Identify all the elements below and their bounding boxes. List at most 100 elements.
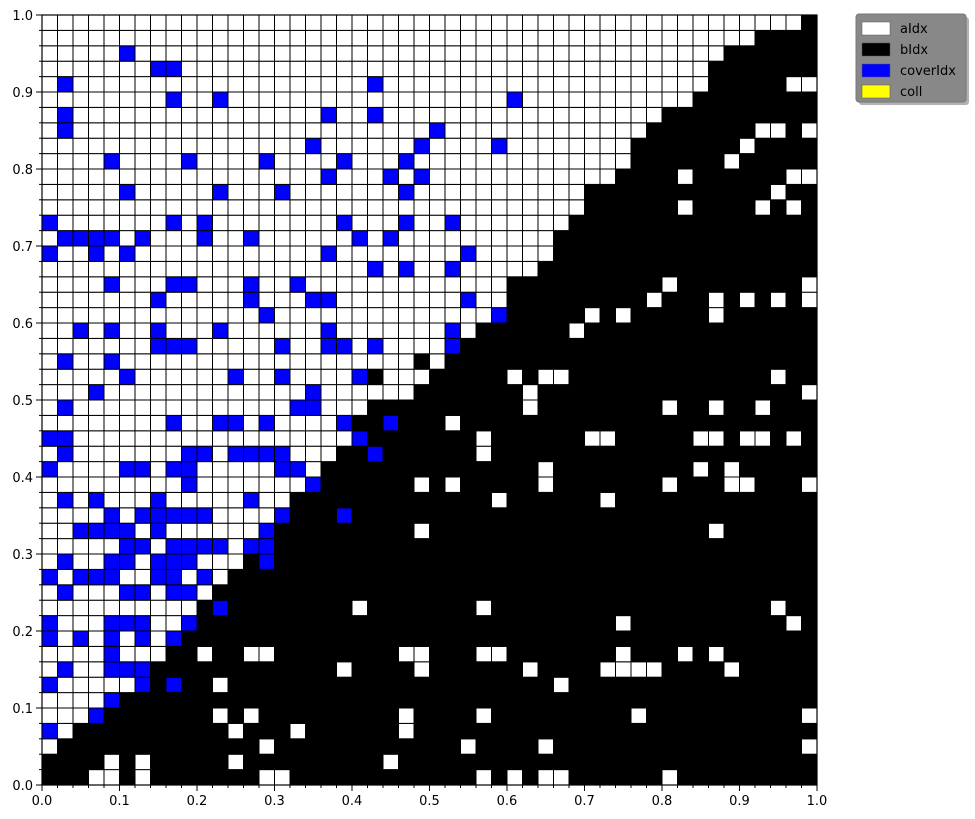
cell-bIdx	[491, 630, 508, 647]
cell-bIdx	[754, 553, 771, 570]
cell-aIdx	[537, 461, 554, 478]
cell-bIdx	[615, 599, 632, 617]
cell-bIdx	[692, 661, 709, 678]
cell-bIdx	[739, 676, 756, 694]
cell-bIdx	[708, 568, 725, 586]
cell-coverIdx	[181, 445, 198, 463]
cell-coverIdx	[243, 230, 260, 247]
cell-bIdx	[708, 538, 725, 555]
cell-aIdx	[351, 14, 368, 31]
cell-aIdx	[413, 122, 430, 139]
cell-aIdx	[165, 183, 182, 201]
cell-bIdx	[320, 676, 337, 694]
cell-bIdx	[754, 245, 771, 262]
cell-coverIdx	[367, 260, 384, 278]
cell-aIdx	[305, 214, 322, 232]
cell-bIdx	[460, 491, 477, 509]
cell-aIdx	[444, 291, 461, 309]
cell-bIdx	[584, 183, 601, 201]
cell-bIdx	[568, 276, 585, 293]
cell-bIdx	[661, 753, 678, 771]
cell-coverIdx	[258, 307, 275, 324]
cell-bIdx	[754, 615, 771, 632]
cell-aIdx	[336, 322, 353, 339]
cell-aIdx	[305, 461, 322, 478]
cell-bIdx	[506, 584, 523, 601]
cell-bIdx	[692, 399, 709, 416]
cell-aIdx	[258, 76, 275, 93]
cell-bIdx	[553, 414, 570, 432]
cell-bIdx	[661, 153, 678, 170]
cell-aIdx	[165, 307, 182, 324]
cell-bIdx	[72, 722, 89, 740]
cell-aIdx	[134, 307, 151, 324]
cell-coverIdx	[103, 692, 120, 709]
cell-bIdx	[692, 522, 709, 540]
cell-aIdx	[584, 168, 601, 185]
cell-bIdx	[553, 337, 570, 355]
cell-bIdx	[289, 738, 306, 755]
cell-aIdx	[274, 91, 291, 108]
cell-bIdx	[475, 322, 492, 339]
cell-aIdx	[258, 260, 275, 278]
cell-bIdx	[630, 599, 647, 617]
cell-bIdx	[413, 692, 430, 709]
cell-aIdx	[227, 291, 244, 309]
cell-bIdx	[351, 538, 368, 555]
cell-coverIdx	[57, 399, 74, 416]
cell-bIdx	[646, 384, 663, 401]
cell-bIdx	[739, 553, 756, 570]
cell-bIdx	[413, 584, 430, 601]
cell-aIdx	[227, 522, 244, 540]
cell-bIdx	[429, 645, 446, 663]
cell-coverIdx	[320, 337, 337, 355]
cell-bIdx	[801, 769, 818, 786]
cell-aIdx	[150, 29, 167, 47]
cell-coverIdx	[181, 476, 198, 493]
cell-aIdx	[336, 183, 353, 201]
cell-aIdx	[692, 29, 709, 47]
cell-aIdx	[227, 29, 244, 47]
cell-coverIdx	[165, 461, 182, 478]
cell-aIdx	[212, 106, 229, 124]
cell-bIdx	[537, 414, 554, 432]
cell-bIdx	[801, 630, 818, 647]
cell-bIdx	[723, 322, 740, 339]
cell-aIdx	[692, 430, 709, 447]
cell-aIdx	[88, 599, 105, 617]
cell-coverIdx	[181, 584, 198, 601]
cell-aIdx	[382, 337, 399, 355]
cell-bIdx	[723, 399, 740, 416]
cell-aIdx	[165, 153, 182, 170]
cell-aIdx	[336, 276, 353, 293]
cell-aIdx	[460, 230, 477, 247]
cell-bIdx	[785, 353, 802, 370]
cell-bIdx	[677, 384, 694, 401]
cell-bIdx	[661, 368, 678, 386]
cell-bIdx	[723, 707, 740, 724]
cell-aIdx	[615, 307, 632, 324]
cell-aIdx	[72, 445, 89, 463]
cell-bIdx	[677, 260, 694, 278]
cell-bIdx	[320, 738, 337, 755]
cell-coverIdx	[460, 245, 477, 262]
cell-aIdx	[274, 45, 291, 62]
cell-bIdx	[584, 645, 601, 663]
cell-aIdx	[72, 307, 89, 324]
cell-aIdx	[646, 106, 663, 124]
cell-bIdx	[553, 476, 570, 493]
cell-aIdx	[615, 153, 632, 170]
cell-bIdx	[398, 430, 415, 447]
cell-bIdx	[429, 630, 446, 647]
cell-bIdx	[599, 322, 616, 339]
cell-bIdx	[413, 753, 430, 771]
cell-bIdx	[801, 230, 818, 247]
cell-aIdx	[599, 430, 616, 447]
cell-bIdx	[212, 661, 229, 678]
cell-bIdx	[770, 337, 787, 355]
cell-aIdx	[181, 430, 198, 447]
cell-bIdx	[584, 661, 601, 678]
cell-aIdx	[599, 122, 616, 139]
cell-bIdx	[646, 122, 663, 139]
cell-bIdx	[661, 661, 678, 678]
